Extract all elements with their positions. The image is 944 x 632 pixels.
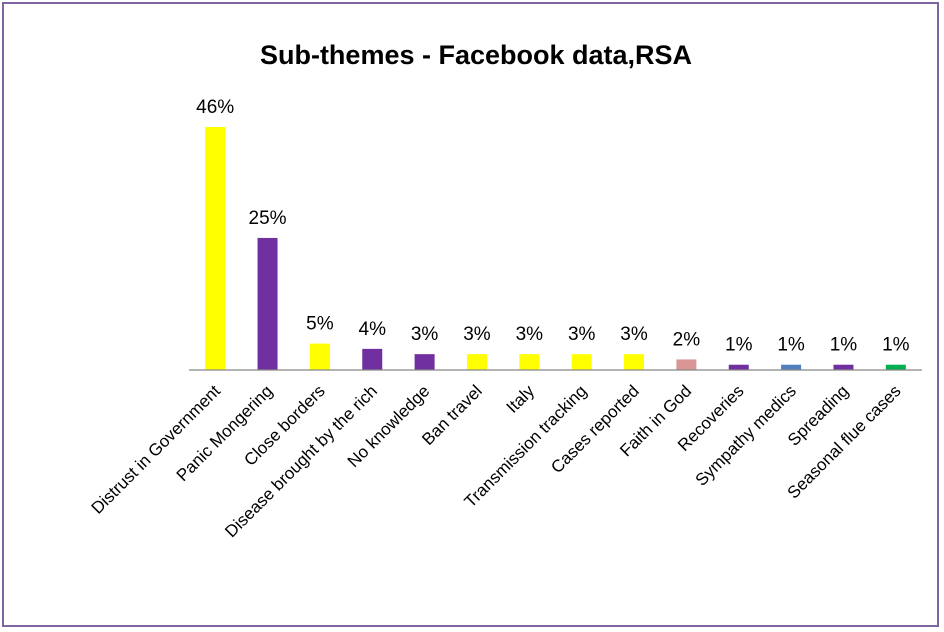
chart-canvas: Sub-themes - Facebook data,RSA 46%25%5% 4… — [88, 40, 922, 541]
x-tick-label-2: Panic Mongering — [173, 381, 277, 485]
data-label-2: 25% — [249, 208, 287, 229]
bar-6 — [466, 354, 487, 370]
data-label-8: 3% — [568, 324, 596, 345]
data-label-13: 1% — [830, 335, 858, 356]
bar-13 — [833, 364, 854, 370]
data-label-1: 46% — [196, 97, 234, 118]
data-label-9: 3% — [620, 324, 648, 345]
bar-5 — [414, 354, 435, 370]
bar-8 — [571, 354, 592, 370]
bar-9 — [624, 354, 645, 370]
data-label-group: 46% 25% 5% 4% 3% 3% 3% 3% 3% 2% 1% 1% 1% 1% — [196, 97, 909, 356]
data-label-12: 1% — [777, 335, 805, 356]
bar-10 — [676, 359, 697, 370]
data-label-5: 3% — [411, 324, 439, 345]
bar-11 — [728, 364, 749, 370]
bar-14 — [885, 364, 906, 370]
data-label-6: 3% — [463, 324, 491, 345]
x-tick-label-7: Italy — [503, 381, 539, 417]
bar-1 — [205, 127, 226, 370]
bar-group — [205, 127, 906, 370]
data-label-11: 1% — [725, 335, 753, 356]
chart-title: Sub-themes - Facebook data,RSA — [260, 40, 692, 70]
data-label-10: 2% — [673, 329, 701, 350]
bar-2 — [257, 237, 278, 370]
bar-3 — [309, 343, 330, 370]
bar-7 — [519, 354, 540, 370]
data-label-7: 3% — [516, 324, 544, 345]
bar-4 — [362, 348, 383, 370]
data-label-14: 1% — [882, 335, 910, 356]
bar-12 — [781, 364, 802, 370]
data-label-3: 5% — [306, 314, 334, 335]
data-label-4: 4% — [359, 319, 387, 340]
